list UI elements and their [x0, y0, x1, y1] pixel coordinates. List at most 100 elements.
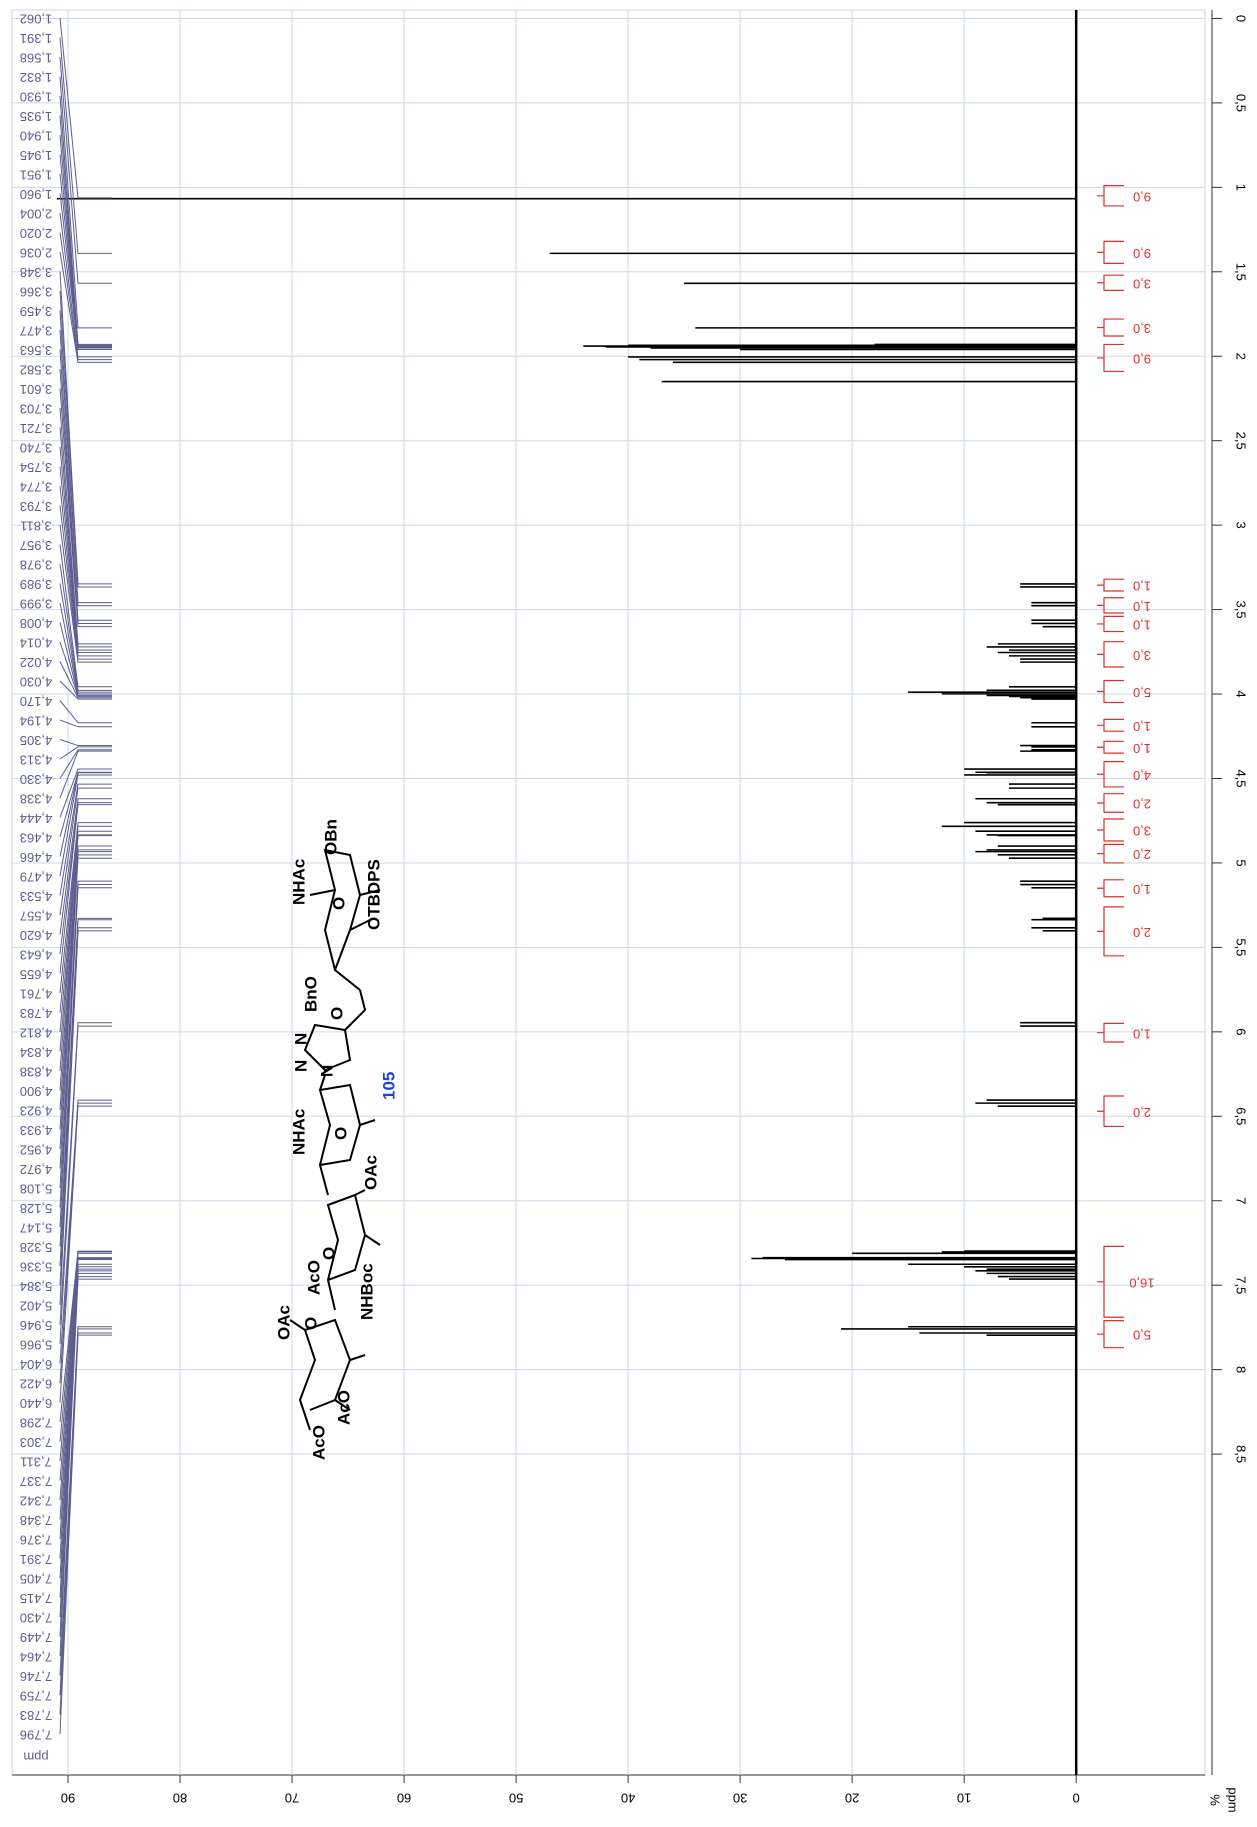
peak-label: 7,376 [20, 1533, 53, 1548]
integral-bracket [1097, 641, 1124, 668]
peak-leader [59, 680, 112, 700]
integral-bracket [1097, 718, 1124, 732]
peak-label: 4,812 [20, 1026, 53, 1041]
peak-label: 4,313 [20, 753, 53, 768]
peak-leader [59, 1102, 112, 1384]
peak-label: 4,463 [20, 831, 53, 846]
structure-label: O [301, 1317, 320, 1330]
peak-leader [59, 1105, 112, 1403]
peak-leader [59, 851, 112, 1130]
peak-leader [59, 1251, 112, 1442]
peak-label: 3,978 [20, 558, 53, 573]
peak-leader [59, 290, 112, 588]
structure-label: OAc [274, 1305, 293, 1340]
x-tick-label: 2 [1234, 353, 1249, 360]
peak-label: 3,754 [20, 460, 53, 475]
structure-label: OTBDPS [364, 859, 383, 930]
peak-leader [59, 880, 112, 1189]
peak-list-title: ppm [23, 1750, 48, 1765]
x-tick-label: 8 [1234, 1366, 1249, 1373]
peak-label: 7,391 [20, 1552, 53, 1567]
peak-leader [59, 1328, 112, 1696]
peak-leader [59, 1278, 112, 1657]
peak-label: 3,793 [20, 499, 53, 514]
peak-label: 4,305 [20, 733, 53, 748]
y-tick-label: 40 [621, 1791, 635, 1806]
x-tick-label: 4,5 [1234, 769, 1249, 787]
peak-label: 4,444 [20, 811, 53, 826]
peak-label: 4,643 [20, 948, 53, 963]
integral-label: 1,0 [1133, 579, 1151, 594]
peak-label: 4,170 [20, 694, 53, 709]
peak-label: 7,783 [20, 1708, 53, 1723]
integral-label: 5,0 [1133, 685, 1151, 700]
integral-bracket [1097, 318, 1124, 337]
integral-bracket [1097, 185, 1124, 207]
peak-label: 7,415 [20, 1591, 53, 1606]
x-tick-label: 6 [1234, 1028, 1249, 1035]
spectrum: 1,062 1,391 1,568 1,832 1,930 1,935 1,940 1,945… [20, 10, 1155, 1775]
integral-bracket [1097, 679, 1124, 704]
peak-leader [59, 1266, 112, 1559]
peak-label: 4,900 [20, 1084, 53, 1099]
peak-label: 5,336 [20, 1260, 53, 1275]
peak-leader [59, 1268, 112, 1579]
peak-label: 2,020 [20, 226, 53, 241]
peak-leader [59, 919, 112, 1267]
peak-label: 3,601 [20, 382, 53, 397]
integral-label: 2,0 [1133, 925, 1151, 940]
structure-label: AcO [304, 1260, 323, 1295]
peak-label: 5,128 [20, 1201, 53, 1216]
peak-label: 7,430 [20, 1611, 53, 1626]
peak-label: 5,108 [20, 1182, 53, 1197]
peak-label: 4,620 [20, 928, 53, 943]
peak-label: 5,147 [20, 1221, 53, 1236]
peak-label: 4,194 [20, 714, 53, 729]
integral-label: 3,0 [1133, 824, 1151, 839]
peak-leader [59, 329, 112, 607]
peak-leader [59, 1025, 112, 1345]
peak-leader [59, 771, 112, 838]
peak-leader [59, 746, 112, 760]
peak-label: 3,721 [20, 421, 53, 436]
peak-leader [59, 849, 112, 1111]
peak-leader [59, 719, 112, 728]
peak-leader [59, 884, 112, 1208]
structure-label: NHAc [289, 859, 308, 905]
integral-label: 1,0 [1133, 719, 1151, 734]
peak-label: 1,940 [20, 129, 53, 144]
x-tick-label: 1 [1234, 184, 1249, 191]
structure-label: NHAc [289, 1109, 308, 1155]
peak-label: 3,348 [20, 265, 53, 280]
peak-leader [59, 830, 112, 1033]
structure-label: O [329, 897, 348, 910]
peak-leader [59, 750, 112, 799]
peak-label: 4,466 [20, 850, 53, 865]
integral-bracket [1097, 1245, 1124, 1318]
peak-label: 7,796 [20, 1728, 53, 1743]
integral-bracket [1097, 879, 1124, 898]
peak-label: 3,999 [20, 597, 53, 612]
plot-frame [11, 9, 1206, 1776]
peak-label: 3,740 [20, 441, 53, 456]
x-tick-label: 3,5 [1234, 601, 1249, 619]
integral-label: 1,0 [1133, 618, 1151, 633]
peak-leader [59, 787, 112, 916]
peak-label: 4,933 [20, 1123, 53, 1138]
peak-label: 3,811 [20, 519, 52, 534]
peak-leader [59, 1326, 112, 1676]
y-tick-label: 10 [957, 1791, 971, 1806]
peak-leader [59, 251, 112, 363]
peak-leader [59, 1332, 112, 1715]
peak-leader [59, 917, 112, 1247]
peak-leader [59, 854, 112, 1150]
integral-bracket [1097, 274, 1124, 291]
integral-label: 2,0 [1133, 797, 1151, 812]
y-tick-label: 20 [845, 1791, 859, 1806]
x-tick-label: 3 [1234, 522, 1249, 529]
peak-label: 4,952 [20, 1143, 53, 1158]
peak-leader [59, 37, 112, 254]
peak-label: 7,759 [20, 1689, 53, 1704]
x-tick-label: 0,5 [1234, 94, 1249, 112]
